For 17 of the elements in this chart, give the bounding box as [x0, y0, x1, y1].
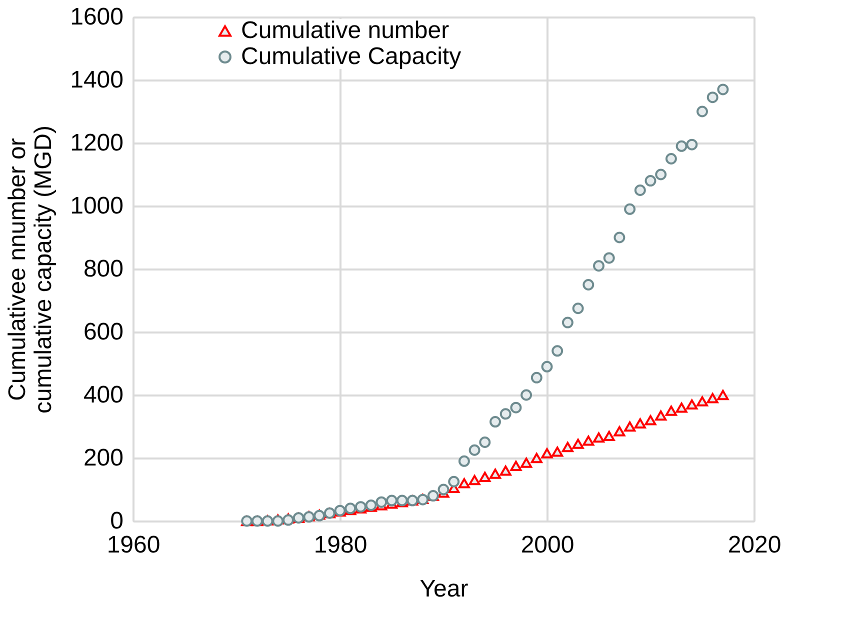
- y-tick-label: 1200: [70, 130, 124, 156]
- legend-label: Cumulative number: [241, 17, 450, 44]
- x-tick-label: 1960: [106, 532, 160, 558]
- y-tick-label: 1400: [70, 66, 124, 94]
- legend-label: Cumulative Capacity: [241, 43, 462, 70]
- y-tick-label: 800: [83, 256, 124, 282]
- x-tick-label: 2000: [520, 532, 574, 558]
- x-tick-label: 1980: [314, 532, 368, 558]
- y-tick-label: 1000: [70, 192, 124, 220]
- y-tick-label: 600: [83, 318, 124, 346]
- y-tick-label: 200: [83, 444, 124, 472]
- x-axis-title: Year: [420, 576, 468, 602]
- y-tick-label: 0: [110, 508, 124, 534]
- y-tick-label: 1600: [70, 4, 124, 30]
- x-tick-label: 2020: [728, 532, 782, 558]
- y-axis-title: Cumulativee nnumber or cumulative capacity (MGD): [4, 125, 58, 414]
- y-tick-label: 400: [83, 382, 124, 408]
